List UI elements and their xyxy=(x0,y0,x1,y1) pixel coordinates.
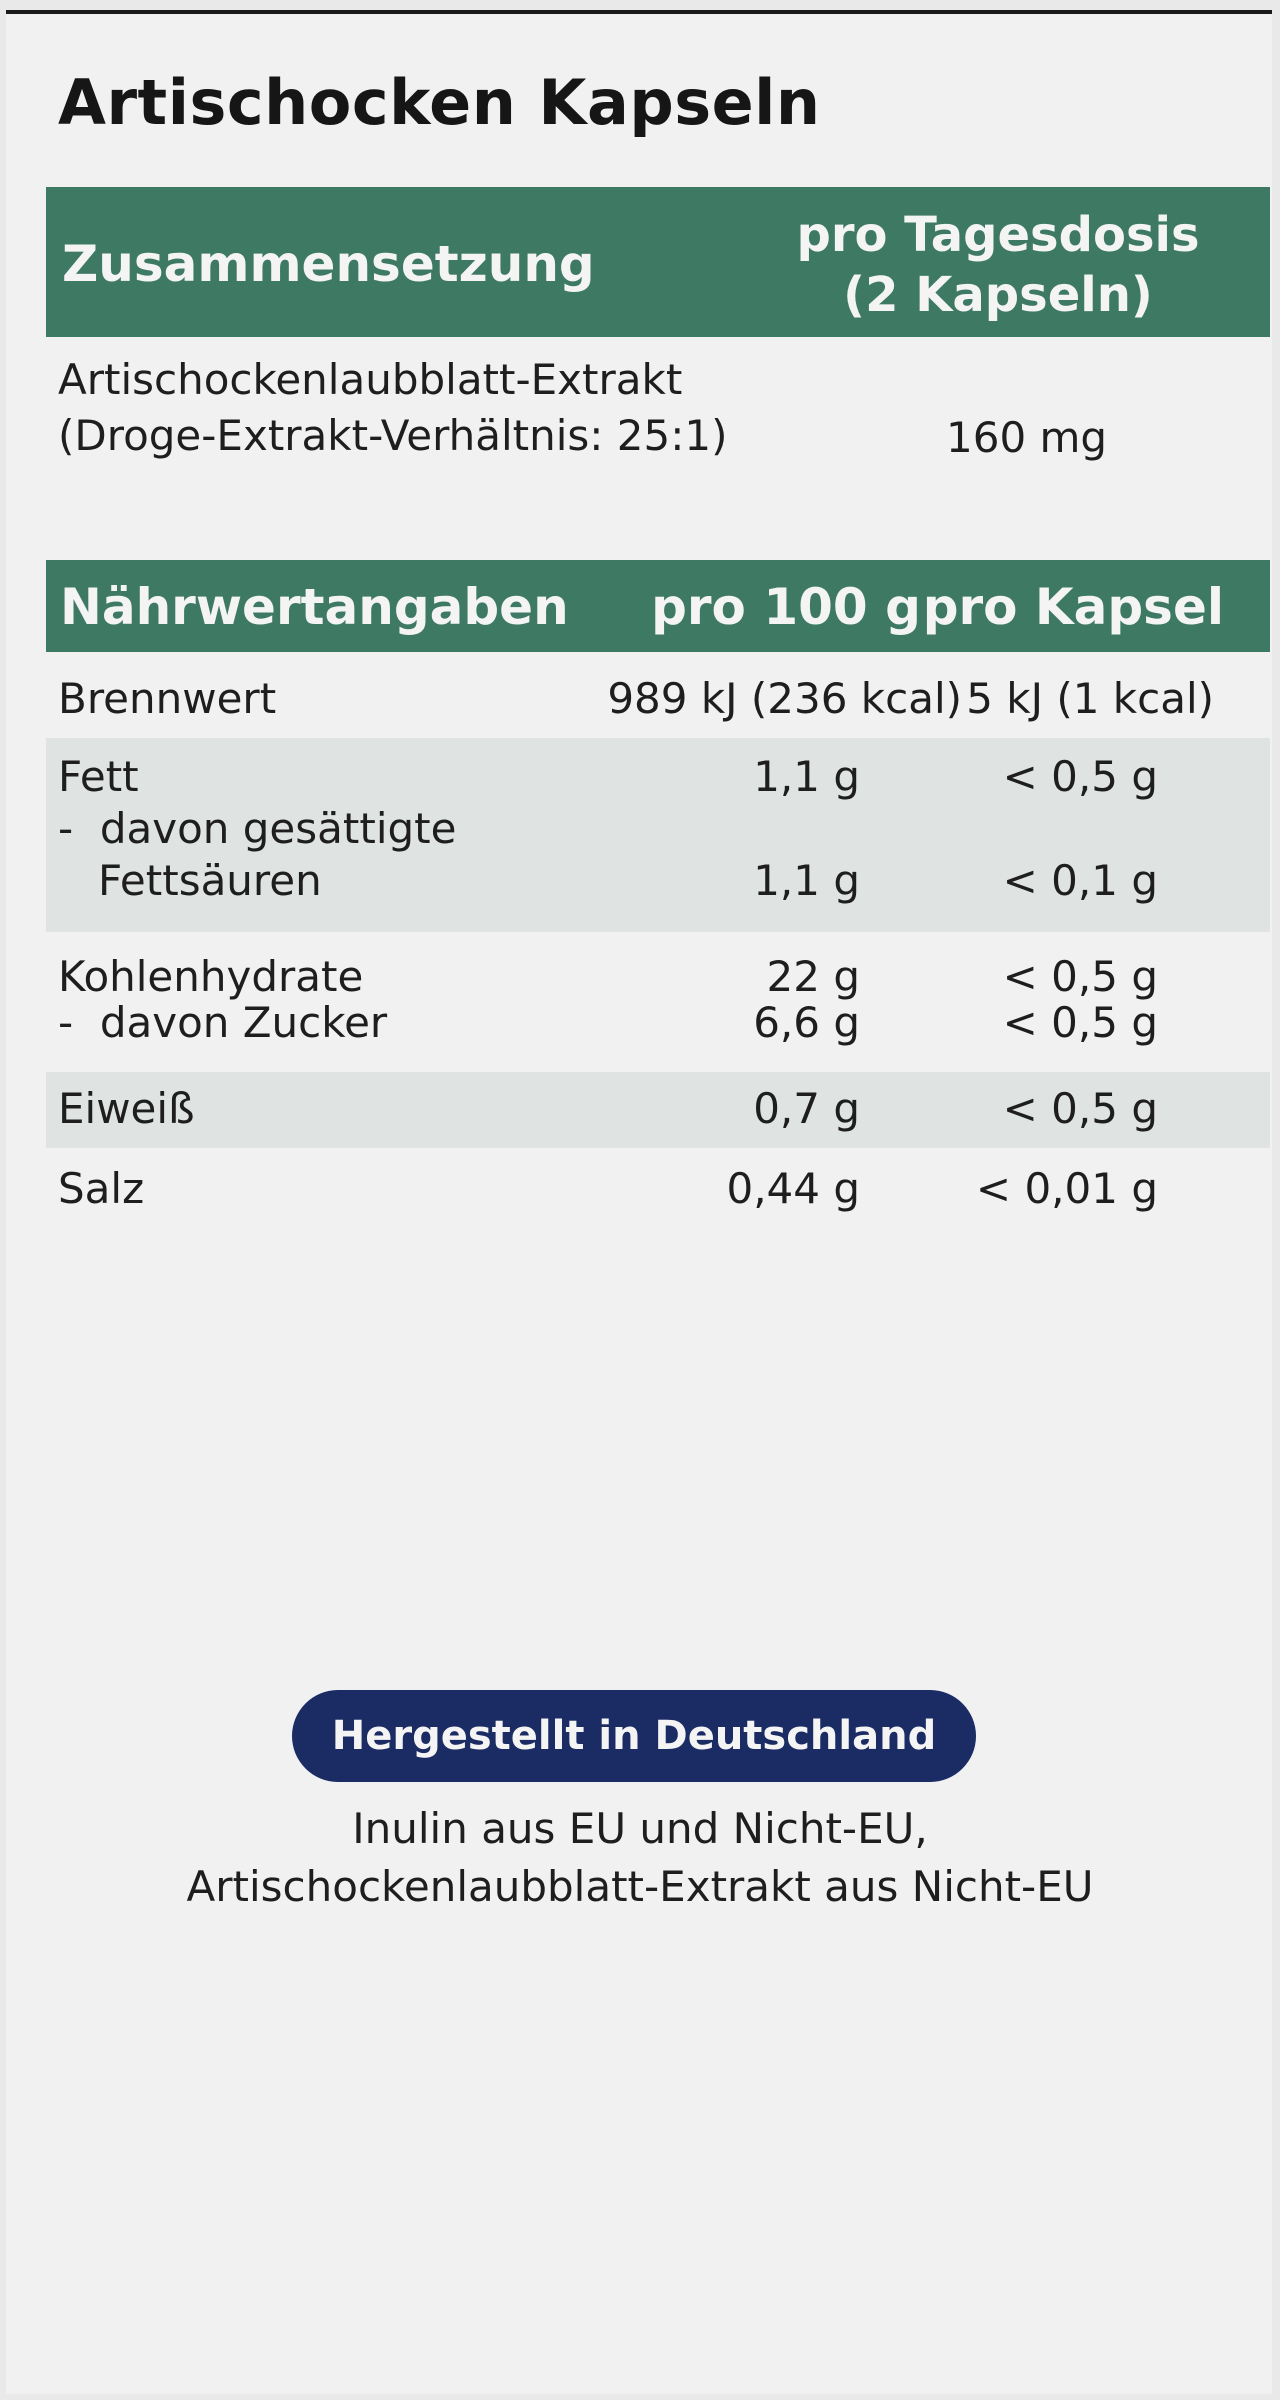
nutrition-row-energy: Brennwert 989 kJ (236 kcal) 5 kJ (1 kcal… xyxy=(46,662,1270,736)
nutrition-row-protein: Eiweiß 0,7 g < 0,5 g xyxy=(46,1072,1270,1148)
origin-line2: Artischockenlaubblatt-Extrakt aus Nicht-… xyxy=(186,1862,1094,1911)
nutrition-value-percap: < 0,5 g xyxy=(1002,998,1158,1047)
nutrition-value-percap: < 0,5 g xyxy=(1002,1084,1158,1133)
nutrition-label: - davon gesättigte xyxy=(58,804,457,853)
nutrition-row-salt: Salz 0,44 g < 0,01 g xyxy=(46,1150,1270,1230)
ingredient-value: 160 mg xyxy=(946,413,1108,462)
origin-line1: Inulin aus EU und Nicht-EU, xyxy=(352,1804,928,1853)
composition-header-dose: pro Tagesdosis (2 Kapseln) xyxy=(768,205,1228,325)
composition-header-label: Zusammensetzung xyxy=(62,235,595,293)
nutrition-label: Kohlenhydrate xyxy=(58,952,364,1001)
product-title: Artischocken Kapseln xyxy=(58,66,821,139)
nutrition-value-percap: < 0,5 g xyxy=(1002,952,1158,1001)
made-in-germany-badge: Hergestellt in Deutschland xyxy=(292,1690,976,1782)
nutrition-label: Eiweiß xyxy=(58,1084,195,1133)
product-label-panel xyxy=(6,10,1272,2394)
nutrition-label: Salz xyxy=(58,1164,145,1213)
nutrition-row-fat: Fett 1,1 g < 0,5 g - davon gesättigte Fe… xyxy=(46,738,1270,932)
nutrition-value-percap: < 0,1 g xyxy=(1002,856,1158,905)
nutrition-value-per100: 1,1 g xyxy=(753,856,860,905)
nutrition-value-per100: 1,1 g xyxy=(753,752,860,801)
nutrition-row-carbs: Kohlenhydrate 22 g < 0,5 g - davon Zucke… xyxy=(46,934,1270,1070)
composition-header: Zusammensetzung pro Tagesdosis (2 Kapsel… xyxy=(46,187,1270,337)
ingredient-name: Artischockenlaubblatt-Extrakt (Droge-Ext… xyxy=(58,352,727,464)
nutrition-label: Fettsäuren xyxy=(58,856,322,905)
nutrition-header: Nährwertangaben pro 100 g pro Kapsel xyxy=(46,560,1270,652)
composition-header-dose-line1: pro Tagesdosis xyxy=(796,207,1200,263)
origin-statement: Inulin aus EU und Nicht-EU, Artischocken… xyxy=(0,1800,1280,1916)
nutrition-value-percap: < 0,5 g xyxy=(1002,752,1158,801)
nutrition-label: - davon Zucker xyxy=(58,998,388,1047)
nutrition-value-per100: 22 g xyxy=(766,952,860,1001)
nutrition-value-percap: < 0,01 g xyxy=(975,1164,1158,1213)
nutrition-header-label: Nährwertangaben xyxy=(60,578,569,636)
nutrition-value-per100: 0,44 g xyxy=(726,1164,860,1213)
nutrition-label: Fett xyxy=(58,752,139,801)
nutrition-label: Brennwert xyxy=(58,674,277,723)
ingredient-name-line1: Artischockenlaubblatt-Extrakt xyxy=(58,355,683,404)
nutrition-value-per100: 0,7 g xyxy=(753,1084,860,1133)
composition-header-dose-line2: (2 Kapseln) xyxy=(843,267,1153,323)
composition-row: Artischockenlaubblatt-Extrakt (Droge-Ext… xyxy=(58,352,1238,472)
nutrition-value-percap: 5 kJ (1 kcal) xyxy=(966,674,1214,723)
nutrition-header-per100: pro 100 g xyxy=(651,578,921,636)
nutrition-value-per100: 989 kJ (236 kcal) xyxy=(607,674,962,723)
ingredient-name-line2: (Droge-Extrakt-Verhältnis: 25:1) xyxy=(58,411,728,460)
nutrition-header-percap: pro Kapsel xyxy=(922,578,1224,636)
nutrition-value-per100: 6,6 g xyxy=(753,998,860,1047)
